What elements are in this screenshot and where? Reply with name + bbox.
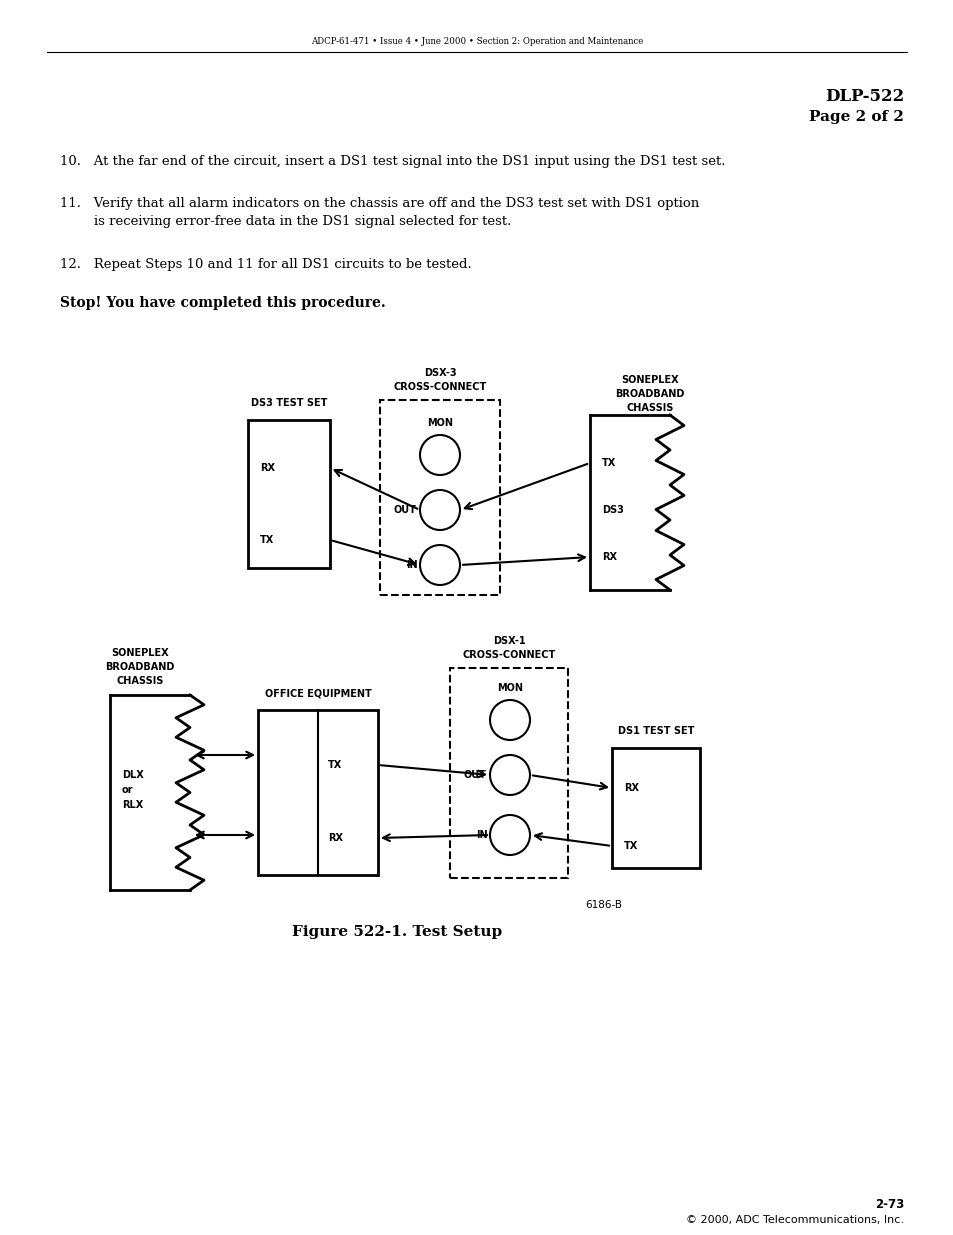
Text: ADCP-61-471 • Issue 4 • June 2000 • Section 2: Operation and Maintenance: ADCP-61-471 • Issue 4 • June 2000 • Sect…	[311, 37, 642, 47]
Circle shape	[490, 755, 530, 795]
Text: or: or	[122, 785, 133, 795]
Text: Page 2 of 2: Page 2 of 2	[808, 110, 903, 124]
Bar	[450, 668, 567, 878]
Circle shape	[419, 435, 459, 475]
Text: RLX: RLX	[122, 800, 143, 810]
Text: © 2000, ADC Telecommunications, Inc.: © 2000, ADC Telecommunications, Inc.	[685, 1215, 903, 1225]
Text: CROSS-CONNECT: CROSS-CONNECT	[462, 650, 555, 659]
Text: 12.   Repeat Steps 10 and 11 for all DS1 circuits to be tested.: 12. Repeat Steps 10 and 11 for all DS1 c…	[60, 258, 471, 270]
Text: RX: RX	[328, 832, 343, 844]
Text: 10.   At the far end of the circuit, insert a DS1 test signal into the DS1 input: 10. At the far end of the circuit, inser…	[60, 156, 724, 168]
Text: OUT: OUT	[462, 769, 485, 781]
Text: RX: RX	[601, 552, 617, 562]
Circle shape	[490, 700, 530, 740]
Bar	[257, 710, 377, 876]
Text: DS1 TEST SET: DS1 TEST SET	[618, 726, 694, 736]
Text: 2-73: 2-73	[874, 1198, 903, 1212]
Text: TX: TX	[601, 458, 616, 468]
Text: CROSS-CONNECT: CROSS-CONNECT	[393, 382, 486, 391]
Text: DSX-3: DSX-3	[423, 368, 456, 378]
Text: DS3: DS3	[601, 505, 623, 515]
Text: BROADBAND: BROADBAND	[615, 389, 684, 399]
Text: Figure 522-1. Test Setup: Figure 522-1. Test Setup	[292, 925, 501, 939]
Text: SONEPLEX: SONEPLEX	[112, 648, 169, 658]
Text: IN: IN	[476, 830, 488, 840]
Text: BROADBAND: BROADBAND	[105, 662, 174, 672]
Text: TX: TX	[260, 535, 274, 545]
Text: SONEPLEX: SONEPLEX	[620, 375, 679, 385]
Text: DLX: DLX	[122, 769, 144, 781]
Bar	[612, 748, 700, 868]
Text: is receiving error-free data in the DS1 signal selected for test.: is receiving error-free data in the DS1 …	[60, 215, 511, 228]
Text: OFFICE EQUIPMENT: OFFICE EQUIPMENT	[264, 688, 371, 698]
Text: CHASSIS: CHASSIS	[116, 676, 164, 685]
Text: DSX-1: DSX-1	[492, 636, 525, 646]
Bar	[379, 400, 499, 595]
Text: RX: RX	[260, 463, 274, 473]
Text: 6186-B: 6186-B	[584, 900, 621, 910]
Text: RX: RX	[623, 783, 639, 793]
Circle shape	[490, 815, 530, 855]
Bar	[248, 420, 330, 568]
Circle shape	[419, 545, 459, 585]
Text: OUT: OUT	[393, 505, 416, 515]
Text: MON: MON	[497, 683, 522, 693]
Text: MON: MON	[427, 417, 453, 429]
Text: IN: IN	[406, 559, 417, 571]
Text: DLP-522: DLP-522	[824, 88, 903, 105]
Text: CHASSIS: CHASSIS	[626, 403, 673, 412]
Text: 11.   Verify that all alarm indicators on the chassis are off and the DS3 test s: 11. Verify that all alarm indicators on …	[60, 198, 699, 210]
Circle shape	[419, 490, 459, 530]
Text: Stop! You have completed this procedure.: Stop! You have completed this procedure.	[60, 296, 385, 310]
Text: TX: TX	[623, 841, 638, 851]
Text: DS3 TEST SET: DS3 TEST SET	[251, 398, 327, 408]
Text: TX: TX	[328, 760, 342, 769]
